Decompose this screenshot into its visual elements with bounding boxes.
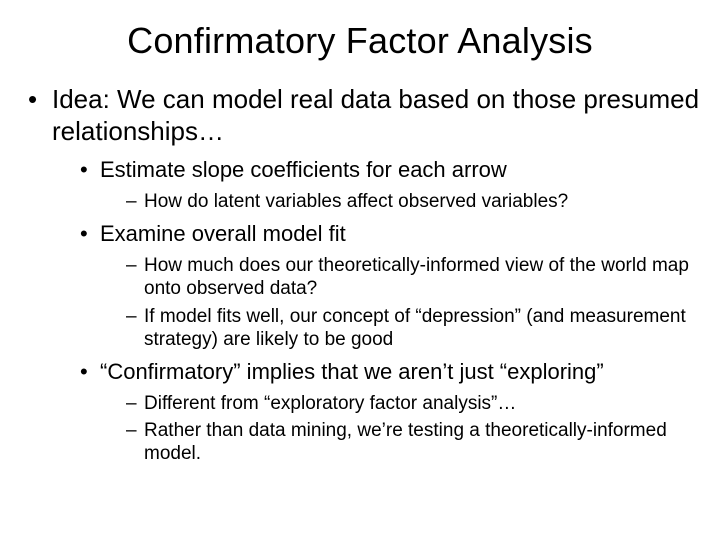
bullet-list-lvl3: Different from “exploratory factor analy… bbox=[100, 392, 700, 466]
list-item: If model fits well, our concept of “depr… bbox=[126, 305, 700, 351]
bullet-list-lvl2: Estimate slope coefficients for each arr… bbox=[52, 157, 700, 465]
bullet-text: Different from “exploratory factor analy… bbox=[144, 393, 516, 414]
bullet-text: How do latent variables affect observed … bbox=[144, 191, 568, 212]
slide: Confirmatory Factor Analysis Idea: We ca… bbox=[0, 0, 720, 540]
bullet-text: How much does our theoretically-informed… bbox=[144, 255, 689, 299]
list-item: Examine overall model fit How much does … bbox=[80, 221, 700, 351]
list-item: How do latent variables affect observed … bbox=[126, 190, 700, 213]
list-item: Estimate slope coefficients for each arr… bbox=[80, 157, 700, 213]
list-item: How much does our theoretically-informed… bbox=[126, 254, 700, 300]
list-item: Different from “exploratory factor analy… bbox=[126, 392, 700, 415]
bullet-text: “Confirmatory” implies that we aren’t ju… bbox=[100, 359, 604, 384]
bullet-list-lvl3: How much does our theoretically-informed… bbox=[100, 254, 700, 351]
idea-text: Idea: We can model real data based on th… bbox=[52, 84, 699, 146]
list-item: Rather than data mining, we’re testing a… bbox=[126, 419, 700, 465]
slide-title: Confirmatory Factor Analysis bbox=[20, 20, 700, 62]
bullet-text: If model fits well, our concept of “depr… bbox=[144, 306, 686, 350]
bullet-text: Estimate slope coefficients for each arr… bbox=[100, 157, 507, 182]
list-item: “Confirmatory” implies that we aren’t ju… bbox=[80, 359, 700, 465]
bullet-text: Rather than data mining, we’re testing a… bbox=[144, 420, 667, 464]
bullet-list-lvl1: Idea: We can model real data based on th… bbox=[20, 84, 700, 465]
list-item: Idea: We can model real data based on th… bbox=[28, 84, 700, 465]
bullet-list-lvl3: How do latent variables affect observed … bbox=[100, 190, 700, 213]
bullet-text: Examine overall model fit bbox=[100, 221, 346, 246]
